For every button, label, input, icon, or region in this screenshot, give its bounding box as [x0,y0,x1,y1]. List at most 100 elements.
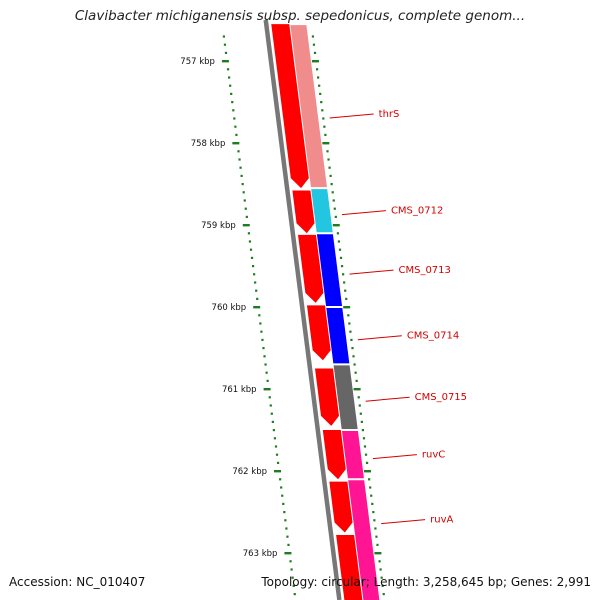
minor-tick [361,429,364,432]
minor-tick [269,404,272,407]
minor-tick [232,109,235,112]
minor-tick [287,543,290,546]
major-tick [242,224,250,227]
minor-tick [371,502,374,505]
minor-tick [330,183,333,186]
gene-block-cms_0712 [311,189,333,233]
minor-tick [237,150,240,153]
minor-tick [376,543,379,546]
minor-tick [317,76,320,79]
minor-tick [282,502,285,505]
minor-tick [333,207,336,210]
minor-tick [334,215,337,218]
gene-track [290,25,380,600]
minor-tick [324,133,327,136]
major-tick [364,470,372,473]
minor-tick [255,289,258,292]
minor-tick [339,256,343,259]
minor-tick [352,355,355,358]
major-tick [353,388,361,391]
minor-tick [223,43,227,46]
minor-tick [281,494,284,497]
minor-tick [318,84,321,87]
tick-label: 762 kbp [232,467,267,477]
minor-tick [228,76,231,79]
gene-label-ruva: ruvA [430,515,453,526]
minor-tick [315,68,319,71]
minor-tick [249,248,253,251]
minor-tick [284,519,287,522]
cds-arrow [314,368,340,426]
minor-tick [240,174,243,177]
gene-leader-line [341,210,386,216]
minor-tick [275,453,279,456]
minor-tick [280,486,283,489]
minor-tick [235,133,238,136]
minor-tick [322,117,325,120]
minor-tick [229,84,232,87]
major-tick [274,470,282,473]
gene-block-cms_0715 [333,365,358,429]
minor-tick [263,355,266,358]
minor-tick [342,273,345,276]
minor-tick [382,593,385,596]
major-tick [332,224,340,227]
minor-tick [374,527,377,530]
minor-tick [264,363,267,366]
gene-leader-line [365,396,410,402]
major-tick [374,552,382,555]
minor-tick [222,35,226,38]
minor-tick [256,297,259,300]
minor-tick [262,347,265,350]
minor-tick [370,494,373,497]
minor-tick [313,51,317,54]
minor-tick [226,68,230,71]
cds-arrow [306,305,331,361]
minor-tick [265,371,268,374]
minor-tick [362,437,366,440]
minor-tick [311,35,315,38]
minor-tick [357,396,360,399]
cds-arrow [292,190,315,234]
gene-leader-line [349,269,394,275]
minor-tick [241,183,244,186]
minor-tick [231,101,234,104]
minor-tick [243,199,246,202]
minor-tick [290,568,293,571]
gene-label-cms_0713: CMS_0713 [398,265,450,276]
minor-tick [234,125,237,128]
minor-tick [369,486,372,489]
minor-tick [363,445,367,448]
minor-tick [373,519,376,522]
tick-label: 763 kbp [243,549,278,559]
minor-tick [259,322,262,325]
page-title: Clavibacter michiganensis subsp. sepedon… [74,8,526,24]
minor-tick [266,379,269,382]
minor-tick [291,576,294,579]
minor-tick [292,584,295,587]
minor-tick [248,240,252,243]
genome-backbone [263,19,342,600]
gene-leader-line [357,335,402,341]
tick-label: 760 kbp [212,303,247,313]
minor-tick [332,199,335,202]
major-tick [311,60,319,63]
minor-tick [323,125,326,128]
minor-tick [340,265,344,268]
minor-tick [247,232,251,235]
minor-tick [250,256,254,259]
minor-tick [353,363,356,366]
minor-tick [359,412,362,415]
minor-tick [260,330,263,333]
minor-tick [360,420,363,423]
backbone-line [263,19,342,600]
minor-tick [372,511,375,514]
gene-label-cms_0712: CMS_0712 [391,206,443,217]
minor-tick [381,584,384,587]
minor-tick [343,281,346,284]
minor-tick [319,92,322,95]
minor-tick [274,445,278,448]
minor-tick [328,166,331,169]
gene-leader-line [372,454,417,460]
major-tick [284,552,292,555]
